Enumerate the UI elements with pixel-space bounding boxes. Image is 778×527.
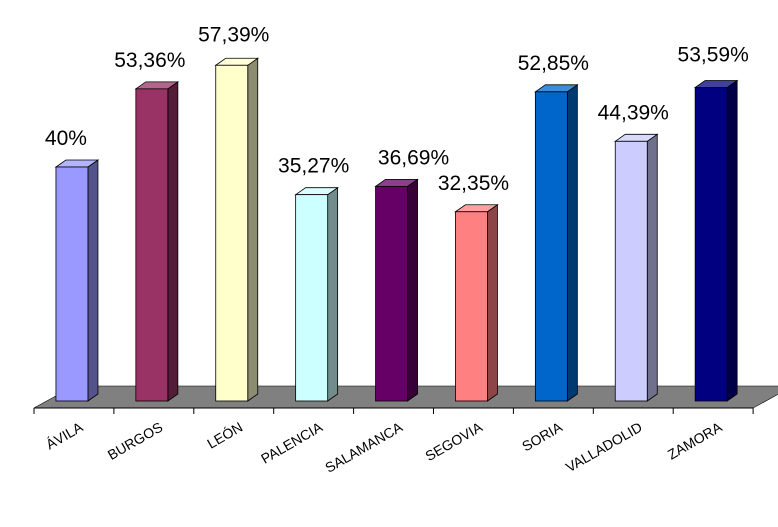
bar-salamanca bbox=[374, 178, 419, 402]
bar-side bbox=[566, 84, 578, 402]
bar-zamora bbox=[693, 79, 739, 402]
bar-front bbox=[135, 88, 169, 402]
bar-front bbox=[614, 140, 648, 402]
category-label: ZAMORA bbox=[665, 418, 725, 462]
bar-front bbox=[375, 185, 408, 402]
category-label: SALAMANCA bbox=[322, 418, 405, 475]
bar-side bbox=[87, 159, 99, 402]
bar-side bbox=[646, 133, 658, 402]
category-label: SORIA bbox=[519, 418, 565, 454]
bar-front bbox=[455, 211, 488, 402]
bar-front bbox=[295, 194, 329, 402]
data-label: 36,69% bbox=[378, 146, 449, 169]
category-label: SEGOVIA bbox=[422, 418, 485, 464]
bar-side bbox=[247, 57, 259, 402]
category-label: VALLADOLID bbox=[563, 419, 645, 476]
bar-burgos bbox=[134, 81, 180, 402]
bar-side bbox=[726, 79, 738, 402]
data-label: 35,27% bbox=[278, 155, 349, 178]
data-label: 32,35% bbox=[438, 172, 509, 195]
bar-front bbox=[534, 91, 568, 402]
bar-side bbox=[407, 178, 418, 402]
bar-león bbox=[214, 57, 260, 402]
data-label: 44,39% bbox=[598, 101, 669, 124]
bar-soria bbox=[534, 84, 579, 402]
bar-side bbox=[167, 81, 179, 402]
data-label: 40% bbox=[45, 127, 87, 150]
bar-front bbox=[55, 166, 89, 402]
bar-ávila bbox=[54, 159, 100, 402]
bar-side bbox=[327, 186, 339, 402]
data-label: 52,85% bbox=[518, 52, 589, 75]
bar-front bbox=[215, 64, 249, 402]
category-label: ÁVILA bbox=[43, 418, 86, 452]
bar-palencia bbox=[294, 186, 339, 402]
bar-valladolid bbox=[613, 133, 659, 402]
category-label: PALENCIA bbox=[258, 418, 326, 466]
bar-front bbox=[694, 87, 728, 402]
bar-segovia bbox=[454, 203, 499, 402]
category-label: LEÓN bbox=[204, 419, 245, 452]
data-label: 53,59% bbox=[678, 43, 749, 66]
data-label: 57,39% bbox=[198, 23, 269, 46]
data-label: 53,36% bbox=[114, 49, 185, 72]
bar-side bbox=[487, 203, 498, 402]
category-label: BURGOS bbox=[105, 419, 166, 463]
